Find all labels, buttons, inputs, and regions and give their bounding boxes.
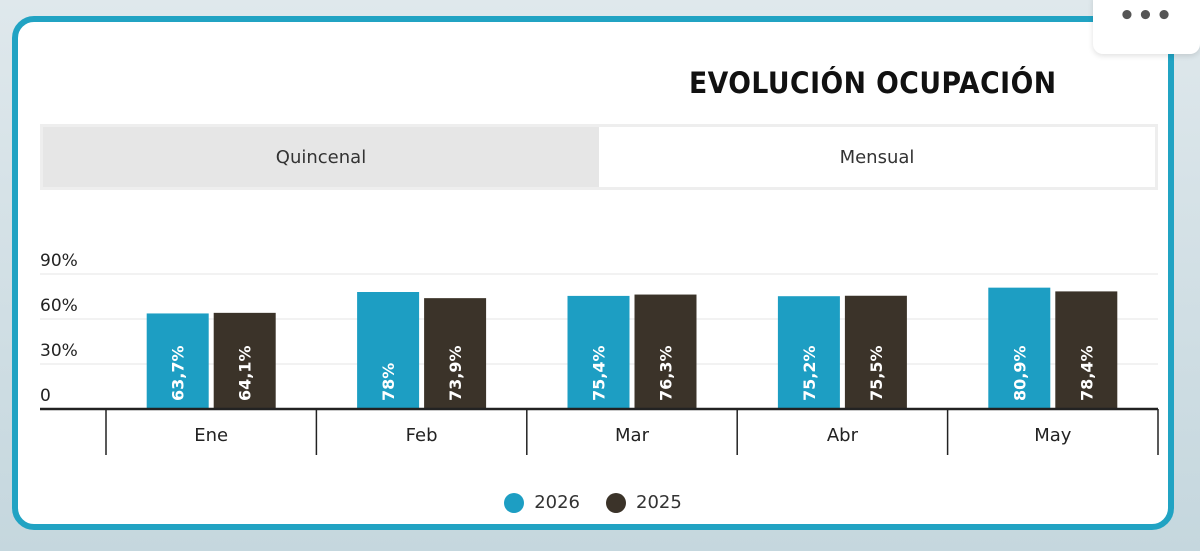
y-tick-label: 30% [40,341,78,361]
tab-quincenal[interactable]: Quincenal [43,127,599,187]
bar-2025-ene [213,312,276,409]
x-tick-label: May [1034,425,1072,446]
occupancy-card: EVOLUCIÓN OCUPACIÓN Quincenal Mensual 0 3… [12,16,1174,530]
x-tick-label: Ene [194,425,228,446]
legend-label-2026: 2026 [534,492,580,513]
legend-item-2026[interactable]: 2026 [504,492,580,513]
bar-2025-may [1055,291,1118,409]
ellipsis-icon: ••• [1118,1,1175,31]
tab-mensual[interactable]: Mensual [599,127,1155,187]
bar-data-label: 75,2% [800,345,819,401]
bar-2026-mar [567,295,630,409]
bar-2026-feb [357,292,420,409]
bar-data-label: 78% [379,363,398,401]
bar-2026-may [988,287,1051,409]
y-tick-label: 90% [40,251,78,271]
bar-data-label: 80,9% [1010,345,1029,401]
bar-data-label: 73,9% [446,345,465,401]
chart-legend: 2026 2025 [18,492,1168,513]
x-tick-label: Mar [615,425,650,446]
y-tick-label: 0 [40,386,51,406]
x-tick-label: Feb [406,425,438,446]
bar-data-label: 75,5% [867,345,886,401]
bar-2025-feb [424,298,487,409]
bar-2026-abr [777,296,840,409]
more-options-button[interactable]: ••• [1093,0,1200,54]
bar-data-label: 75,4% [590,345,609,401]
chart-title: EVOLUCIÓN OCUPACIÓN [688,66,1056,100]
legend-swatch-2025 [606,492,626,513]
legend-item-2025[interactable]: 2025 [606,492,682,513]
legend-label-2025: 2025 [636,492,682,513]
bar-2025-mar [634,294,697,409]
bar-2025-abr [844,295,907,409]
y-tick-label: 60% [40,296,78,316]
bar-chart: 0 30% 60% 90% 63,7% 64,1% Ene 78% 73,9% Feb 75,4% 7… [40,251,1159,455]
legend-swatch-2026 [504,492,525,513]
bar-data-label: 76,3% [657,345,676,401]
bar-data-label: 63,7% [169,345,188,401]
bar-2026-ene [146,313,209,409]
bar-data-label: 64,1% [236,345,255,401]
bar-data-label: 78,4% [1077,345,1096,401]
x-tick-label: Abr [827,425,859,446]
period-tabs: Quincenal Mensual [40,124,1158,190]
